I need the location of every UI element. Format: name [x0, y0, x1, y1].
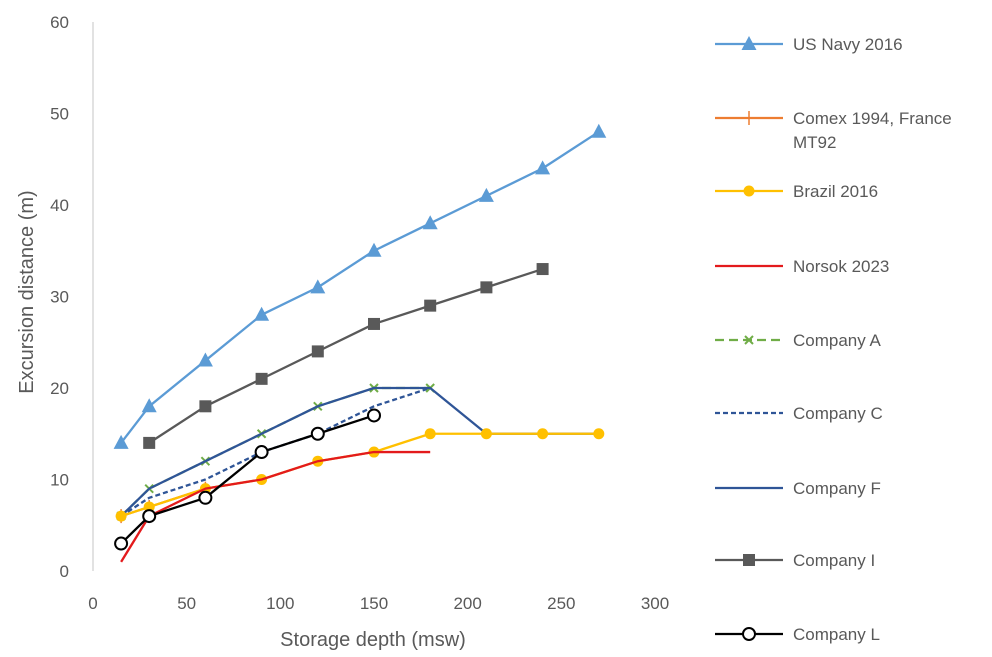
y-tick-label: 60: [50, 13, 69, 32]
y-tick-label: 20: [50, 379, 69, 398]
x-axis-title: Storage depth (msw): [280, 629, 466, 651]
x-tick-label: 150: [360, 594, 388, 613]
legend: US Navy 2016 Comex 1994, France MT92 Brazil…: [715, 35, 952, 644]
legend-label: Company I: [793, 551, 875, 570]
x-tick-label: 0: [88, 594, 97, 613]
y-tick-labels: 0 10 20 30 40 50 60: [50, 13, 69, 581]
legend-item-comex-1994-france-mt92: Comex 1994, France MT92: [715, 109, 952, 152]
data-point: [255, 372, 268, 385]
y-axis-title: Excursion distance (m): [16, 190, 38, 393]
legend-label: Company L: [793, 625, 880, 644]
series-line: [120, 432, 599, 518]
legend-marker: [741, 36, 757, 50]
data-point: [115, 510, 127, 522]
data-point: [480, 428, 492, 440]
data-point: [480, 281, 493, 294]
data-point: [143, 436, 156, 449]
legend-label: Company F: [793, 479, 881, 498]
legend-marker: [742, 627, 756, 641]
data-point: [199, 400, 212, 413]
data-point: [478, 187, 494, 202]
data-point: [424, 299, 437, 312]
series-company-f: [120, 386, 599, 517]
data-point: [197, 352, 213, 367]
legend-item-brazil-2016: Brazil 2016: [715, 182, 878, 201]
series-line: [120, 130, 600, 444]
data-point: [310, 426, 325, 441]
series-company-l: [114, 408, 381, 551]
legend-label: Norsok 2023: [793, 257, 889, 276]
plot-area: [113, 123, 607, 563]
legend-label: Brazil 2016: [793, 182, 878, 201]
legend-label: Company C: [793, 404, 883, 423]
data-point: [536, 263, 549, 276]
legend-item-us-navy-2016: US Navy 2016: [715, 35, 903, 54]
x-tick-label: 100: [266, 594, 294, 613]
data-point: [311, 345, 324, 358]
x-tick-label: 300: [641, 594, 669, 613]
data-point: [141, 398, 157, 413]
legend-label: Comex 1994, France MT92: [793, 109, 952, 152]
x-tick-label: 250: [547, 594, 575, 613]
x-tick-label: 200: [453, 594, 481, 613]
data-point: [198, 490, 213, 505]
x-tick-label: 50: [177, 594, 196, 613]
legend-marker: [744, 335, 754, 345]
data-point: [593, 428, 605, 440]
legend-item-company-l: Company L: [715, 625, 880, 644]
data-point: [368, 317, 380, 330]
y-tick-label: 30: [50, 288, 69, 307]
series-line: [120, 414, 375, 545]
data-point: [310, 279, 326, 294]
data-point: [254, 445, 269, 460]
y-tick-label: 10: [50, 471, 69, 490]
legend-item-norsok-2023: Norsok 2023: [715, 257, 889, 276]
legend-item-company-c: Company C: [715, 404, 883, 423]
legend-marker: [743, 554, 755, 566]
legend-item-company-a: Company A: [715, 331, 882, 350]
y-tick-label: 40: [50, 196, 69, 215]
series-company-i: [143, 263, 549, 449]
series-line: [120, 386, 599, 517]
data-point: [113, 434, 129, 449]
legend-item-company-f: Company F: [715, 479, 881, 498]
data-point: [537, 428, 549, 440]
data-point: [591, 123, 607, 138]
data-point: [114, 536, 129, 551]
series-line: [148, 267, 543, 444]
legend-label: Company A: [793, 331, 882, 350]
y-tick-label: 0: [60, 562, 69, 581]
data-point: [367, 408, 381, 423]
data-point: [366, 242, 382, 257]
series-brazil-2016: [115, 428, 605, 522]
legend-item-company-i: Company I: [715, 551, 875, 570]
data-point: [424, 428, 436, 440]
series-us-navy-2016: [113, 123, 607, 449]
y-tick-label: 50: [50, 105, 69, 124]
x-tick-labels: 0 50 100 150 200 250 300: [88, 594, 669, 613]
legend-marker: [743, 185, 755, 197]
data-point: [142, 509, 157, 524]
series-line: [120, 450, 431, 563]
legend-label: US Navy 2016: [793, 35, 903, 54]
data-point: [535, 160, 551, 175]
data-point: [254, 306, 270, 321]
series-norsok-2023: [120, 450, 431, 563]
data-point: [422, 215, 438, 230]
